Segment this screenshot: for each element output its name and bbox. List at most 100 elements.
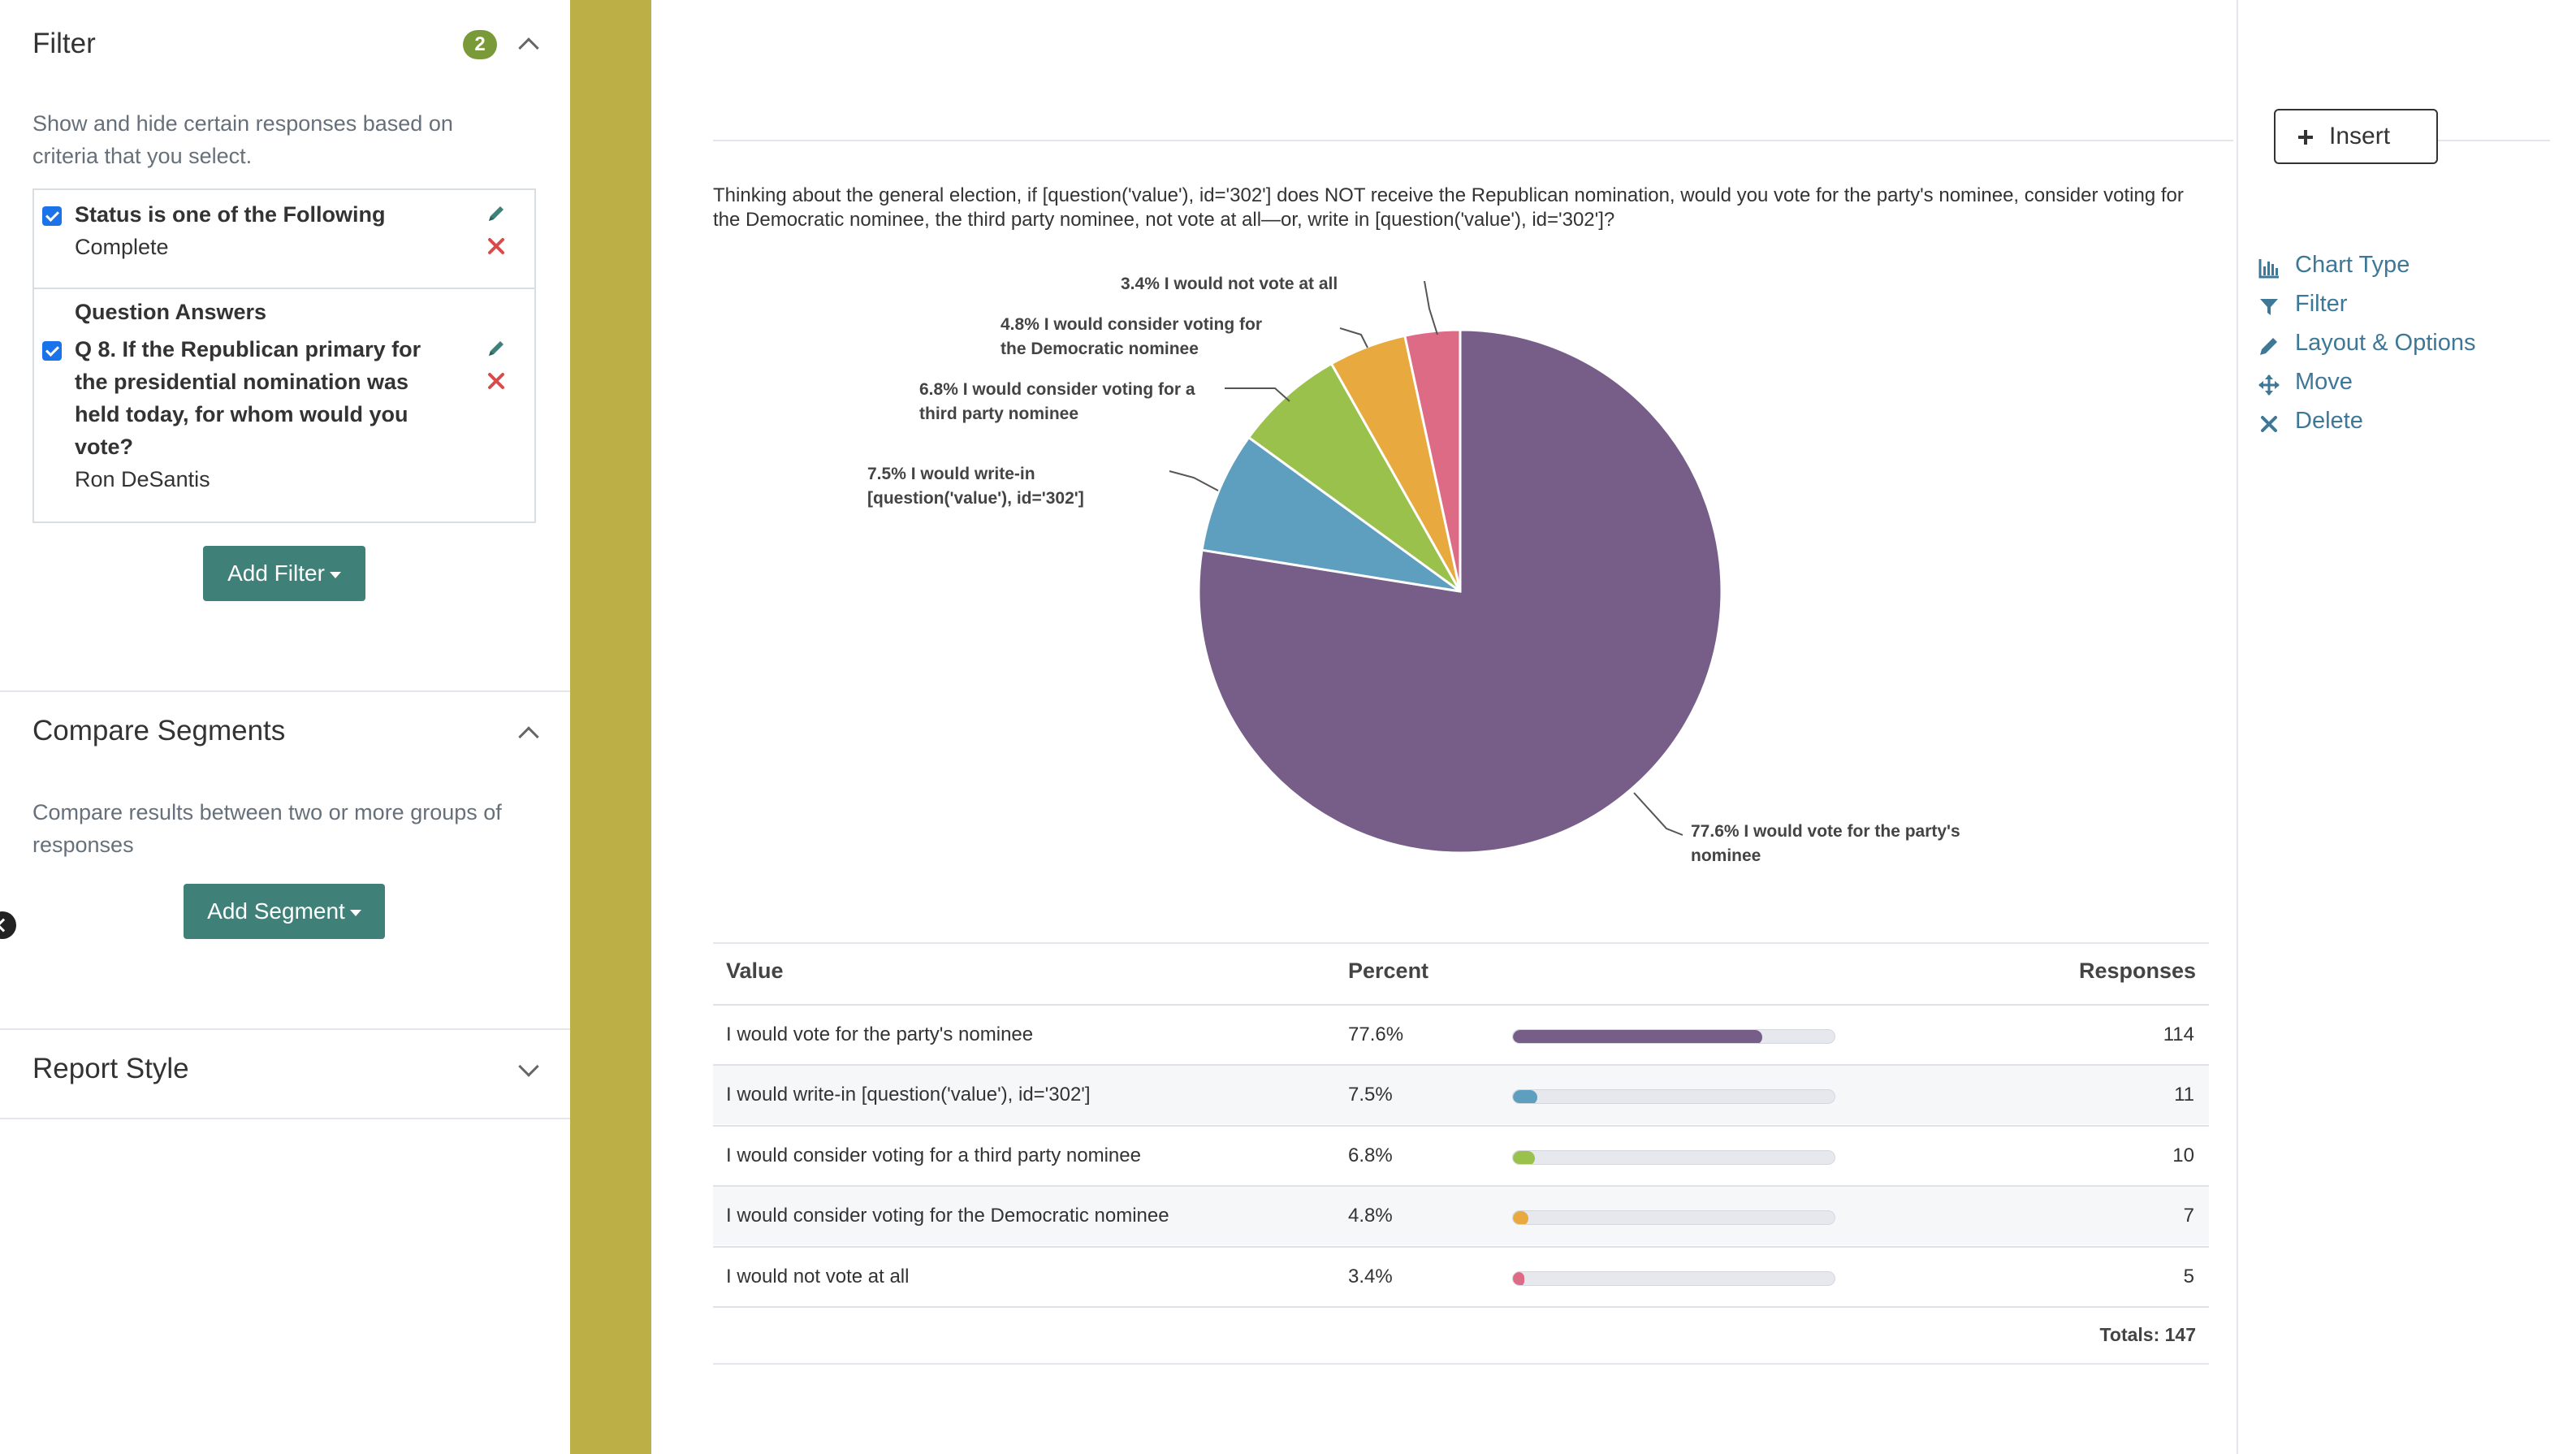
filter-description: Show and hide certain responses based on…	[32, 111, 453, 168]
pie-slices	[1197, 328, 1723, 855]
percent-bar-track	[1512, 1149, 1835, 1165]
move-arrows-icon	[2258, 374, 2280, 396]
report-style-title[interactable]: Report Style	[32, 1053, 189, 1084]
col-header-value[interactable]: Value	[726, 959, 784, 983]
close-icon	[2261, 416, 2277, 432]
row-percent: 3.4%	[1348, 1265, 1393, 1287]
row-percent: 4.8%	[1348, 1205, 1393, 1227]
section-divider	[0, 1028, 570, 1030]
table-row: I would vote for the party's nominee 77.6…	[713, 1004, 2209, 1064]
pie-callout-label: nominee	[1691, 846, 1761, 865]
pie-callout-label: third party nominee	[919, 405, 1078, 423]
callout-leader-line	[1424, 280, 1438, 335]
rule-question-checkbox[interactable]	[42, 341, 62, 361]
move-label: Move	[2295, 369, 2353, 395]
pie-callout-label: 7.5% I would write-in	[867, 465, 1035, 483]
bar-chart-icon	[2258, 259, 2279, 279]
table-row: I would write-in [question('value'), id=…	[713, 1064, 2209, 1125]
table-top-rule	[713, 942, 2209, 944]
pie-callout-label: 4.8% I would consider voting for	[1001, 315, 1262, 334]
pie-callout-label: 3.4% I would not vote at all	[1121, 275, 1338, 293]
row-responses: 5	[2183, 1265, 2194, 1287]
plus-icon	[2298, 130, 2313, 145]
report-style-section[interactable]: Report Style	[0, 1030, 570, 1118]
pie-callout-label: 77.6% I would vote for the party's	[1691, 822, 1960, 841]
filter-action-label: Filter	[2295, 291, 2348, 317]
add-filter-label: Add Filter	[227, 560, 325, 586]
row-responses: 11	[2174, 1084, 2194, 1106]
percent-bar-track	[1512, 1270, 1835, 1286]
pie-slice[interactable]	[1200, 435, 1461, 593]
table-row: I would consider voting for the Democrat…	[713, 1185, 2209, 1246]
pie-callout-label: 6.8% I would consider voting for a	[919, 380, 1195, 399]
percent-bar-fill	[1513, 1211, 1528, 1225]
pie-callout-label: the Democratic nominee	[1001, 340, 1199, 358]
report-top-rule	[713, 140, 2233, 141]
add-segment-button[interactable]: Add Segment	[184, 884, 385, 939]
table-end-rule	[713, 1363, 2209, 1365]
compare-description: Compare results between two or more grou…	[32, 800, 502, 857]
pie-slice[interactable]	[1403, 328, 1462, 592]
add-filter-button[interactable]: Add Filter	[203, 546, 365, 601]
callout-leader-line	[1169, 470, 1219, 491]
caret-down-icon	[329, 571, 341, 578]
rule-status-value: Complete	[75, 235, 169, 259]
rule-divider	[34, 288, 534, 289]
filter-section-title[interactable]: Filter	[32, 28, 96, 59]
pencil-icon	[2260, 338, 2277, 355]
add-segment-label: Add Segment	[207, 898, 345, 924]
compare-segments-section: Compare Segments Compare results between…	[0, 692, 570, 1028]
percent-bar-track	[1512, 1089, 1835, 1105]
row-value: I would not vote at all	[726, 1265, 910, 1287]
rule-status-title: Status is one of the Following	[75, 202, 386, 227]
section-divider	[0, 690, 570, 692]
rule-question-title-line-1: Q 8. If the Republican primary for	[75, 337, 421, 361]
insert-label: Insert	[2329, 123, 2391, 149]
callout-leader-line	[1633, 792, 1683, 836]
collapse-sidebar-icon[interactable]	[0, 911, 16, 939]
pie-callouts: 77.6% I would vote for the party's nomine…	[867, 275, 1960, 865]
compare-section-title[interactable]: Compare Segments	[32, 715, 286, 746]
table-row: I would not vote at all 3.4% 5	[713, 1245, 2209, 1306]
percent-bar-fill	[1513, 1030, 1763, 1043]
report-sidebar: Filter 2 Show and hide certain responses…	[0, 0, 570, 1454]
pie-callout-label: [question('value'), id='302']	[867, 489, 1084, 508]
rule-question-title-line-4: vote?	[75, 435, 134, 459]
rule-question-value: Ron DeSantis	[75, 467, 210, 491]
section-divider	[0, 1118, 570, 1119]
filter-rules-box: Status is one of the Following Complete …	[32, 188, 536, 523]
percent-bar-fill	[1513, 1150, 1535, 1164]
insert-button[interactable]: Insert	[2274, 109, 2438, 164]
filter-count-badge: 2	[463, 30, 497, 59]
edit-pencil-icon[interactable]	[486, 203, 507, 224]
row-value: I would consider voting for the Democrat…	[726, 1205, 1169, 1227]
rule-status-checkbox[interactable]	[42, 206, 62, 226]
percent-bar-track	[1512, 1029, 1835, 1044]
callout-leader-line	[1339, 327, 1368, 348]
row-value: I would write-in [question('value'), id=…	[726, 1084, 1091, 1106]
row-responses: 7	[2183, 1205, 2194, 1227]
question-title: Thinking about the general election, if …	[713, 184, 2184, 231]
totals-label: Totals: 147	[2099, 1324, 2196, 1345]
chart-type-label: Chart Type	[2295, 252, 2410, 278]
rule-group-label: Question Answers	[75, 300, 267, 324]
row-responses: 114	[2163, 1023, 2194, 1045]
edit-pencil-icon[interactable]	[486, 338, 507, 359]
table-row: I would consider voting for a third part…	[713, 1124, 2209, 1185]
row-percent: 6.8%	[1348, 1144, 1393, 1166]
remove-x-icon[interactable]	[486, 236, 507, 257]
row-percent: 7.5%	[1348, 1084, 1393, 1106]
remove-x-icon[interactable]	[486, 370, 507, 392]
main-right-divider	[2237, 0, 2238, 1454]
col-header-percent[interactable]: Percent	[1348, 959, 1429, 983]
col-header-responses[interactable]: Responses	[2079, 959, 2197, 983]
funnel-icon	[2260, 299, 2278, 315]
layout-options-label: Layout & Options	[2295, 330, 2476, 356]
row-value: I would vote for the party's nominee	[726, 1023, 1034, 1045]
delete-label: Delete	[2295, 408, 2363, 434]
rule-question-title-line-3: held today, for whom would you	[75, 402, 408, 426]
pie-slice[interactable]	[1247, 361, 1462, 593]
percent-bar-track	[1512, 1210, 1835, 1226]
percent-bar-fill	[1513, 1271, 1524, 1285]
